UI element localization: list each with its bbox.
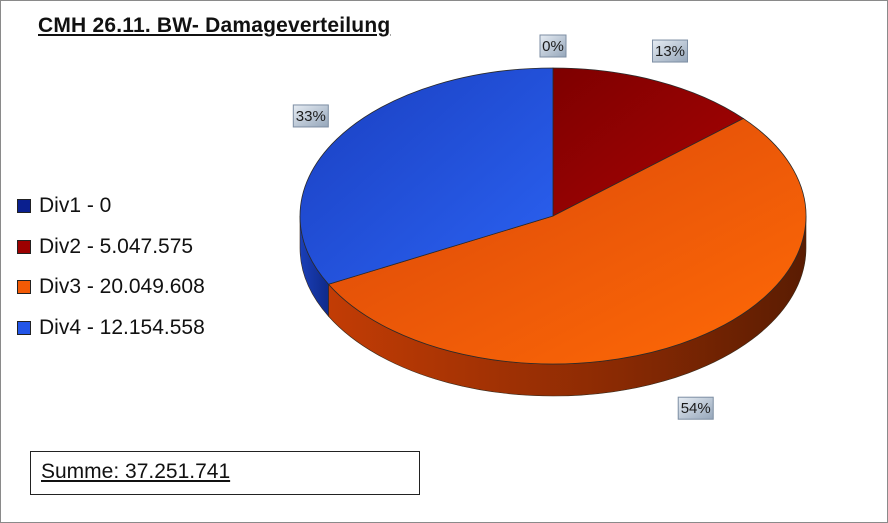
legend-label: Div1 - 0 [39,194,112,218]
svg-text:13%: 13% [655,43,685,60]
svg-text:0%: 0% [542,38,564,55]
pie-slice-3 [327,118,807,365]
data-label-3: 54% [677,396,714,420]
pie-slice-2 [552,67,745,217]
pie-slice-4 [299,67,554,285]
data-label-2: 13% [652,39,689,63]
svg-text:33%: 33% [296,108,326,125]
legend: Div1 - 0 Div2 - 5.047.575 Div3 - 20.049.… [17,186,205,348]
legend-swatch [17,239,31,254]
chart-title: CMH 26.11. BW- Damageverteilung [38,14,391,37]
legend-item-div3: Div3 - 20.049.608 [17,267,205,308]
legend-swatch [17,320,31,335]
sum-box: Summe: 37.251.741 [30,451,420,495]
data-label-4: 33% [292,104,329,128]
legend-swatch [17,280,31,295]
legend-swatch [17,199,31,214]
sum-text: Summe: 37.251.741 [41,460,231,483]
legend-item-div4: Div4 - 12.154.558 [17,308,205,349]
legend-label: Div4 - 12.154.558 [39,315,205,339]
legend-item-div1: Div1 - 0 [17,186,205,227]
data-label-1: 0% [539,34,567,58]
legend-label: Div3 - 20.049.608 [39,275,205,299]
legend-label: Div2 - 5.047.575 [39,234,194,258]
svg-text:54%: 54% [681,400,711,417]
legend-item-div2: Div2 - 5.047.575 [17,227,205,268]
